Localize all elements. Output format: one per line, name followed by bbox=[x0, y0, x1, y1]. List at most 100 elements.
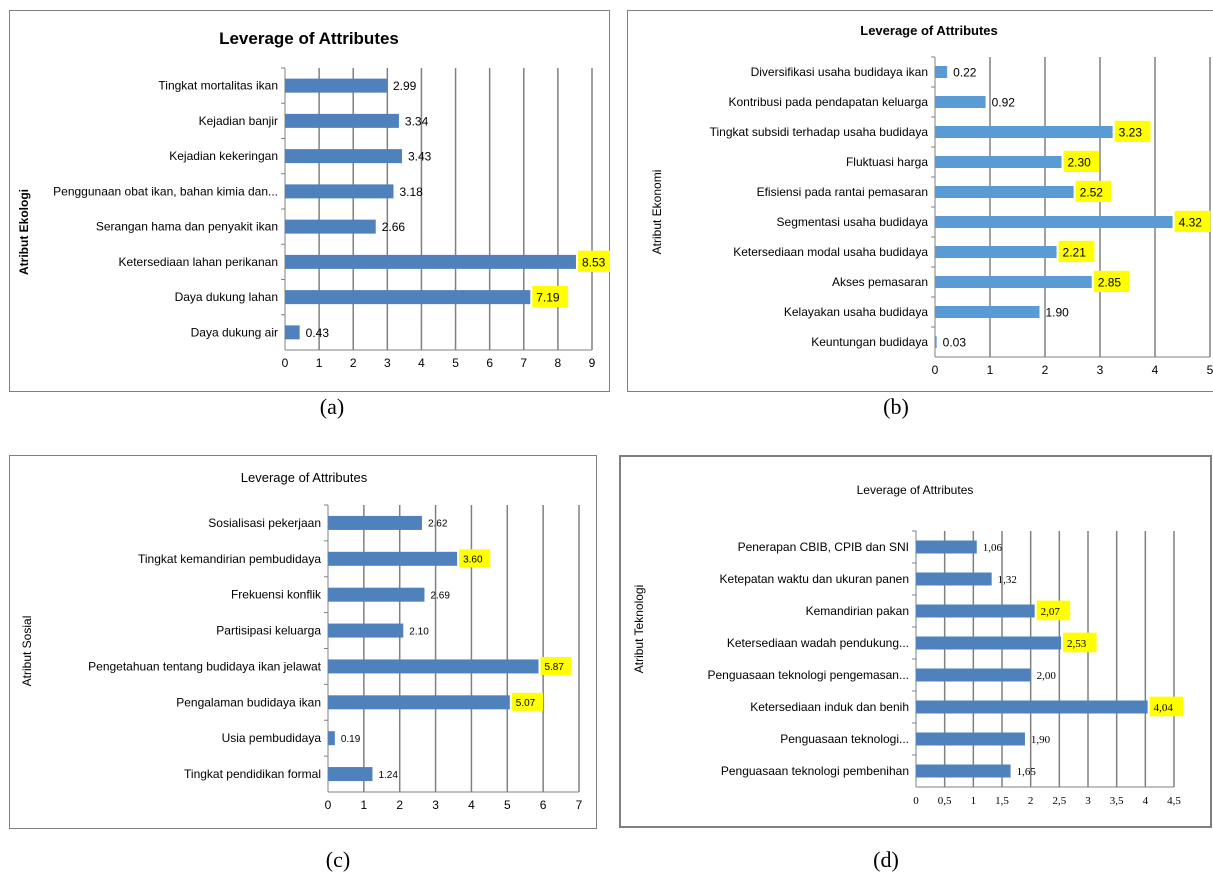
x-tick-label: 2 bbox=[1028, 795, 1034, 807]
value-label: 3.34 bbox=[405, 114, 429, 128]
value-label-highlight bbox=[1063, 150, 1100, 172]
bar bbox=[916, 572, 992, 586]
x-tick-label: 7 bbox=[520, 356, 527, 370]
value-label-highlight bbox=[1063, 632, 1097, 653]
category-label: Akses pemasaran bbox=[832, 275, 928, 289]
category-label: Usia pembudidaya bbox=[222, 731, 322, 745]
x-tick-label: 5 bbox=[504, 798, 511, 812]
value-label: 2.66 bbox=[382, 220, 406, 234]
x-tick-label: 9 bbox=[589, 356, 596, 370]
category-label: Ketersediaan wadah pendukung... bbox=[727, 636, 909, 650]
bar bbox=[285, 78, 387, 93]
x-tick-label: 4 bbox=[1152, 363, 1159, 377]
value-label: 1.24 bbox=[378, 770, 398, 781]
bar bbox=[328, 731, 335, 746]
category-label: Penggunaan obat ikan, bahan kimia dan... bbox=[53, 184, 278, 198]
x-tick-label: 3 bbox=[432, 798, 439, 812]
category-label: Kelayakan usaha budidaya bbox=[784, 305, 928, 319]
x-tick-label: 0 bbox=[282, 356, 289, 370]
category-label: Daya dukung air bbox=[191, 325, 278, 339]
value-label: 0.19 bbox=[341, 734, 361, 745]
chart-panel-d: Leverage of Attributes Atribut Teknologi… bbox=[619, 455, 1213, 829]
bar bbox=[285, 254, 576, 269]
value-label: 2,00 bbox=[1037, 670, 1057, 682]
x-tick-label: 3 bbox=[1085, 795, 1091, 807]
bar bbox=[916, 540, 977, 554]
x-tick-label: 4 bbox=[1143, 795, 1149, 807]
value-label-highlight bbox=[1075, 180, 1112, 202]
value-label: 3.43 bbox=[408, 150, 432, 164]
caption-a: (a) bbox=[319, 394, 345, 419]
bar bbox=[285, 184, 394, 199]
bar bbox=[285, 325, 300, 340]
category-label: Tingkat subsidi terhadap usaha budidaya bbox=[710, 125, 929, 139]
category-label: Kejadian kekeringan bbox=[169, 149, 278, 163]
category-label: Penguasaan teknologi pengemasan... bbox=[708, 668, 910, 682]
bar bbox=[328, 587, 425, 602]
category-label: Ketersediaan modal usaha budidaya bbox=[733, 245, 928, 259]
bar bbox=[935, 126, 1113, 138]
bar bbox=[935, 246, 1057, 258]
category-label: Daya dukung lahan bbox=[175, 290, 278, 304]
y-axis-label: Atribut Teknologi bbox=[632, 585, 646, 674]
value-label: 2,07 bbox=[1041, 606, 1061, 618]
caption-b: (b) bbox=[883, 394, 909, 419]
category-label: Kejadian banjir bbox=[199, 114, 278, 128]
y-axis-label: Atribut Ekonomi bbox=[650, 170, 664, 255]
chart-ekonomi: Leverage of Attributes Atribut Ekonomi 0… bbox=[627, 10, 1213, 392]
category-label: Pengalaman budidaya ikan bbox=[176, 695, 321, 709]
bar bbox=[935, 216, 1173, 228]
chart-teknologi: Leverage of Attributes Atribut Teknologi… bbox=[619, 455, 1212, 828]
value-label: 2.52 bbox=[1080, 186, 1104, 200]
x-tick-label: 0 bbox=[932, 363, 939, 377]
category-label: Keuntungan budidaya bbox=[811, 335, 928, 349]
x-tick-label: 6 bbox=[540, 798, 547, 812]
category-label: Ketepatan waktu dan ukuran panen bbox=[720, 572, 909, 586]
x-tick-label: 0 bbox=[325, 798, 332, 812]
chart-title: Leverage of Attributes bbox=[219, 29, 399, 48]
value-label-highlight bbox=[1036, 600, 1071, 621]
value-label-highlight bbox=[1174, 210, 1211, 232]
chart-title: Leverage of Attributes bbox=[857, 483, 974, 497]
chart-sosial: Leverage of Attributes Atribut Sosial 0 1… bbox=[9, 455, 597, 829]
value-label: 1,90 bbox=[1031, 734, 1051, 746]
bar bbox=[285, 149, 403, 164]
value-label: 2,53 bbox=[1067, 638, 1087, 650]
value-label: 0.92 bbox=[992, 96, 1016, 110]
category-label: Kemandirian pakan bbox=[806, 604, 909, 618]
x-tick-label: 1 bbox=[316, 356, 323, 370]
value-label-highlight bbox=[1058, 240, 1095, 262]
value-label: 2.62 bbox=[428, 519, 448, 530]
category-label: Diversifikasi usaha budidaya ikan bbox=[751, 65, 928, 79]
category-label: Fluktuasi harga bbox=[846, 155, 928, 169]
value-label-highlight bbox=[511, 692, 543, 711]
bar bbox=[935, 66, 948, 78]
x-tick-label: 3 bbox=[384, 356, 391, 370]
x-tick-label: 2,5 bbox=[1052, 795, 1066, 807]
chart-title: Leverage of Attributes bbox=[860, 23, 998, 38]
bar bbox=[285, 113, 399, 128]
bar bbox=[328, 659, 539, 674]
value-label: 1.90 bbox=[1046, 306, 1070, 320]
category-label: Kontribusi pada pendapatan keluarga bbox=[729, 95, 929, 109]
bar bbox=[916, 636, 1062, 650]
value-label-highlight bbox=[577, 250, 610, 272]
y-axis-label: Atribut Ekologi bbox=[17, 189, 31, 275]
chart-title: Leverage of Attributes bbox=[241, 470, 368, 485]
value-label: 0.03 bbox=[943, 336, 967, 350]
x-tick-label: 5 bbox=[452, 356, 459, 370]
x-tick-label: 4 bbox=[418, 356, 425, 370]
x-tick-label: 7 bbox=[576, 798, 583, 812]
x-tick-label: 6 bbox=[486, 356, 493, 370]
chart-panel-b: Leverage of Attributes Atribut Ekonomi 0… bbox=[627, 10, 1213, 392]
category-label: Serangan hama dan penyakit ikan bbox=[96, 220, 278, 234]
bar bbox=[328, 695, 510, 710]
x-tick-label: 1 bbox=[971, 795, 977, 807]
bar bbox=[285, 219, 376, 234]
category-label: Partisipasi keluarga bbox=[216, 624, 321, 638]
bar bbox=[328, 551, 458, 566]
value-label-highlight bbox=[1093, 270, 1130, 292]
x-tick-label: 2 bbox=[350, 356, 357, 370]
value-label: 7.19 bbox=[536, 291, 560, 305]
bar bbox=[916, 604, 1035, 618]
